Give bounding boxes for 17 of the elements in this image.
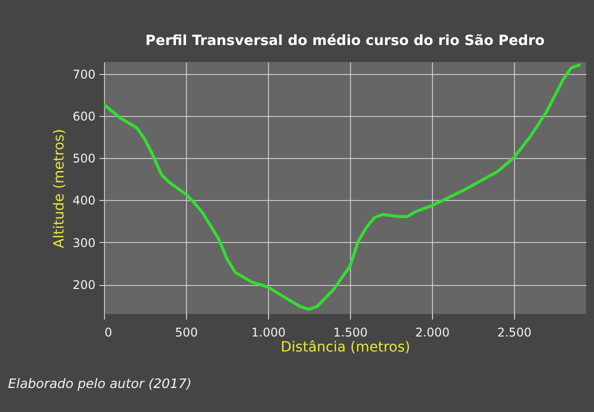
x-axis-title: Distância (metros) (280, 340, 410, 356)
x-tick-label: 1.500 (333, 326, 368, 340)
x-tick-label: 0 (104, 326, 112, 340)
y-tick-label: 300 (72, 236, 96, 250)
y-axis-title: Altitude (metros) (52, 128, 68, 248)
y-tick-label: 700 (72, 67, 96, 82)
x-tick-label: 2.500 (497, 326, 532, 340)
y-tick-label: 600 (72, 109, 96, 124)
text: Elaborado pelo autor (2017) (8, 377, 192, 392)
x-tick-label: 500 (175, 326, 198, 340)
x-tick-label: 2.000 (415, 326, 450, 340)
y-tick-label: 200 (72, 278, 96, 292)
chart-title: Perfil Transversal do médio curso do rio São Pedro (145, 33, 546, 49)
x-tick-label: 1.000 (251, 326, 286, 340)
y-tick-label: 400 (72, 194, 96, 208)
y-tick-label: 500 (72, 152, 96, 166)
line-series (104, 63, 581, 311)
